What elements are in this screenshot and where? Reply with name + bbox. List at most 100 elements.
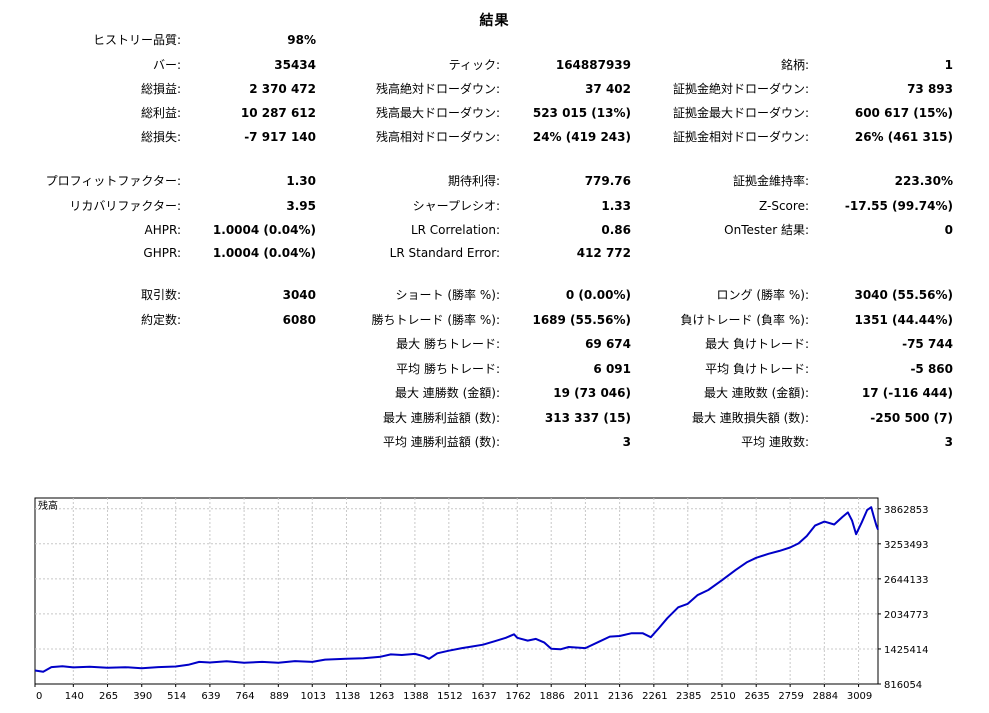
stat-value: 17 (-116 444) (861, 386, 953, 400)
stat-value: 1351 (44.44%) (854, 313, 953, 327)
x-tick-label: 889 (270, 691, 289, 702)
stat-value: 3 (944, 435, 953, 449)
stat-value: 0.86 (601, 223, 631, 237)
stat-value: 3040 (282, 288, 316, 302)
stat-label: 平均 連敗数: (741, 435, 809, 449)
x-tick-label: 3009 (847, 691, 872, 702)
stat-label: ティック: (448, 58, 500, 72)
stat-value: 73 893 (907, 82, 953, 96)
x-tick-label: 2759 (778, 691, 803, 702)
stat-label: 証拠金維持率: (732, 174, 809, 188)
stat-value: 26% (461 315) (854, 130, 953, 144)
stat-label: LR Correlation: (410, 223, 500, 237)
stat-label: 期待利得: (447, 174, 500, 188)
x-tick-label: 1263 (369, 691, 394, 702)
stat-label: ヒストリー品質: (92, 33, 181, 47)
x-tick-label: 140 (65, 691, 84, 702)
stat-value: -17.55 (99.74%) (844, 199, 953, 213)
stat-value: -7 917 140 (244, 130, 316, 144)
x-tick-label: 1886 (539, 691, 564, 702)
stat-label: Z-Score: (759, 199, 809, 213)
stat-value: 69 674 (585, 337, 631, 351)
stat-label: 最大 連敗損失額 (数): (691, 411, 809, 425)
stat-value: -5 860 (910, 362, 953, 376)
stat-label: 勝ちトレード (勝率 %): (371, 313, 500, 327)
stat-value: 1.0004 (0.04%) (212, 223, 316, 237)
stat-label: ロング (勝率 %): (716, 288, 809, 302)
stat-label: シャープレシオ: (412, 199, 500, 213)
x-tick-label: 0 (36, 691, 42, 702)
balance-series-line (34, 506, 879, 673)
stat-value: 3040 (55.56%) (854, 288, 953, 302)
stat-label: 総利益: (140, 106, 181, 120)
x-tick-label: 2385 (676, 691, 701, 702)
y-tick-label: 3253493 (884, 540, 929, 551)
stat-label: GHPR: (143, 246, 181, 260)
stat-value: 1.0004 (0.04%) (212, 246, 316, 260)
stat-value: 37 402 (585, 82, 631, 96)
x-tick-label: 1138 (335, 691, 360, 702)
stat-value: 412 772 (576, 246, 631, 260)
stat-value: 19 (73 046) (553, 386, 631, 400)
stat-value: 3.95 (286, 199, 316, 213)
y-tick-label: 2644133 (884, 575, 929, 586)
stat-value: 164887939 (555, 58, 631, 72)
stat-value: 1 (944, 58, 953, 72)
stat-label: 平均 連勝利益額 (数): (382, 435, 500, 449)
stat-value: 6080 (282, 313, 316, 327)
y-tick-label: 2034773 (884, 610, 929, 621)
x-tick-label: 639 (201, 691, 220, 702)
stat-label: 最大 連敗数 (金額): (703, 386, 809, 400)
stat-label: 最大 連勝利益額 (数): (382, 411, 500, 425)
stat-value: 24% (419 243) (532, 130, 631, 144)
stat-label: AHPR: (144, 223, 181, 237)
x-tick-label: 2261 (642, 691, 667, 702)
y-tick-label: 3862853 (884, 505, 929, 516)
stat-label: 残高最大ドローダウン: (375, 106, 500, 120)
x-tick-label: 2635 (744, 691, 769, 702)
stat-value: 1.33 (601, 199, 631, 213)
stat-value: 3 (622, 435, 631, 449)
stat-value: 35434 (274, 58, 316, 72)
stat-value: 523 015 (13%) (532, 106, 631, 120)
x-tick-label: 2510 (710, 691, 735, 702)
stat-label: 残高相対ドローダウン: (375, 130, 500, 144)
plot-frame (34, 497, 879, 685)
x-tick-label: 1013 (301, 691, 326, 702)
x-tick-label: 1512 (437, 691, 462, 702)
stat-label: 残高絶対ドローダウン: (375, 82, 500, 96)
y-tick-label: 1425414 (884, 645, 929, 656)
chart-title: 残高 (38, 499, 58, 512)
x-tick-label: 2884 (813, 691, 838, 702)
stat-label: 最大 連勝数 (金額): (394, 386, 500, 400)
x-tick-label: 390 (133, 691, 152, 702)
x-tick-label: 1637 (471, 691, 496, 702)
stat-value: 1689 (55.56%) (532, 313, 631, 327)
balance-chart-svg: 0 140 265 390 514 639 764 889 1013 1138 1263 1388 15… (34, 497, 929, 702)
report-title: 結果 (479, 13, 510, 29)
stat-label: リカバリファクター: (69, 199, 181, 213)
x-tick-label: 265 (99, 691, 118, 702)
stat-value: 98% (287, 33, 316, 47)
stats-table: ヒストリー品質: 98% バー: 35434 ティック: 164887939 銘柄: 1 総損益… (45, 33, 953, 449)
stat-label: 証拠金相対ドローダウン: (672, 130, 809, 144)
stat-value: 0 (0.00%) (565, 288, 631, 302)
stat-label: 証拠金最大ドローダウン: (672, 106, 809, 120)
stat-label: 銘柄: (780, 58, 809, 72)
stat-label: 総損失: (140, 130, 181, 144)
stat-value: 1.30 (286, 174, 316, 188)
x-tick-label: 514 (167, 691, 186, 702)
stat-label: 取引数: (140, 288, 181, 302)
stat-label: 約定数: (140, 313, 181, 327)
x-tick-label: 1762 (506, 691, 531, 702)
stat-label: OnTester 結果: (724, 223, 809, 237)
stat-label: ショート (勝率 %): (395, 288, 500, 302)
balance-chart: 0 140 265 390 514 639 764 889 1013 1138 1263 1388 15… (33, 492, 983, 707)
x-tick-label: 764 (236, 691, 255, 702)
x-tick-label: 2011 (574, 691, 599, 702)
stat-label: 最大 勝ちトレード: (396, 337, 500, 351)
stat-label: プロフィットファクター: (45, 174, 181, 188)
stat-value: 600 617 (15%) (854, 106, 953, 120)
stat-value: 6 091 (593, 362, 631, 376)
stat-value: -75 744 (902, 337, 953, 351)
